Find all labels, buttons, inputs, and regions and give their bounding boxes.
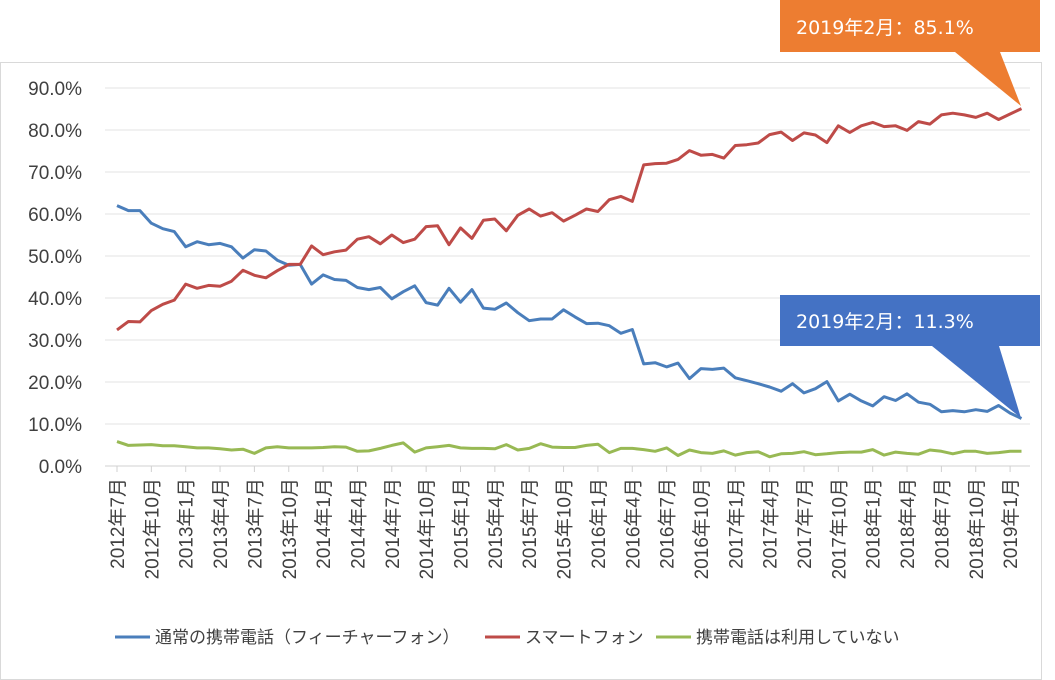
legend-label-smartphone: スマートフォン (525, 628, 644, 648)
series-line-1 (116, 107, 1023, 332)
y-tick-label: 10.0% (28, 415, 82, 436)
y-tick-label: 80.0% (28, 121, 82, 142)
x-tick-label: 2012年10月 (141, 478, 163, 579)
callout-smartphone: 2019年2月：85.1% (780, 0, 1040, 106)
x-tick-label: 2016年7月 (657, 478, 679, 569)
y-tick-label: 20.0% (28, 373, 82, 394)
y-tick-label: 40.0% (28, 289, 82, 310)
x-tick-label: 2014年4月 (347, 478, 369, 569)
x-tick-label: 2013年10月 (279, 478, 301, 579)
x-tick-label: 2017年1月 (725, 478, 747, 569)
legend: 通常の携帯電話（フィーチャーフォン） スマートフォン 携帯電話は利用していない (115, 628, 900, 648)
x-tick-label: 2018年10月 (966, 478, 988, 579)
series-line-0 (116, 204, 1023, 420)
callout-smartphone-label: 2019年2月：85.1% (796, 17, 974, 39)
gridlines (105, 87, 1030, 467)
x-tick-label: 2014年10月 (416, 478, 438, 579)
x-tick-label: 2017年4月 (760, 478, 782, 569)
y-tick-label: 70.0% (28, 163, 82, 184)
x-tick-label: 2016年4月 (622, 478, 644, 569)
chart-border (0, 62, 1042, 680)
x-axis-ticks: 2012年7月 2012年10月 2013年1月 2013年4月 2013年7月 2013… (107, 466, 1022, 579)
x-tick-label: 2015年1月 (451, 478, 473, 569)
y-tick-label: 90.0% (28, 79, 82, 100)
series-line-2 (116, 440, 1022, 459)
x-tick-label: 2015年10月 (554, 478, 576, 579)
x-tick-label: 2013年7月 (244, 478, 266, 569)
legend-label-featurephone: 通常の携帯電話（フィーチャーフォン） (155, 628, 459, 648)
x-tick-label: 2016年1月 (588, 478, 610, 569)
x-tick-label: 2014年7月 (382, 478, 404, 569)
callout-smartphone-shape (780, 0, 1040, 106)
x-tick-label: 2014年1月 (313, 478, 335, 569)
x-tick-label: 2015年4月 (485, 478, 507, 569)
x-tick-label: 2017年10月 (828, 478, 850, 579)
x-tick-label: 2016年10月 (691, 478, 713, 579)
x-tick-label: 2013年4月 (210, 478, 232, 569)
y-axis-ticks: 0.0% 10.0% 20.0% 30.0% 40.0% 50.0% 60.0% 70.0% 8… (28, 79, 82, 478)
x-tick-label: 2018年1月 (863, 478, 885, 569)
callout-featurephone-shape (780, 295, 1040, 418)
y-tick-label: 30.0% (28, 331, 82, 352)
x-tick-label: 2018年7月 (931, 478, 953, 569)
y-tick-label: 50.0% (28, 247, 82, 268)
x-tick-label: 2015年7月 (519, 478, 541, 569)
y-tick-label: 0.0% (39, 457, 82, 478)
x-tick-label: 2019年1月 (1000, 478, 1022, 569)
callout-featurephone-label: 2019年2月：11.3% (796, 311, 974, 333)
callout-featurephone: 2019年2月：11.3% (780, 295, 1040, 418)
x-tick-label: 2017年7月 (794, 478, 816, 569)
series-lines (116, 107, 1023, 459)
x-tick-label: 2018年4月 (897, 478, 919, 569)
x-tick-label: 2012年7月 (107, 478, 129, 569)
y-tick-label: 60.0% (28, 205, 82, 226)
legend-label-nophone: 携帯電話は利用していない (696, 628, 900, 648)
x-tick-label: 2013年1月 (176, 478, 198, 569)
